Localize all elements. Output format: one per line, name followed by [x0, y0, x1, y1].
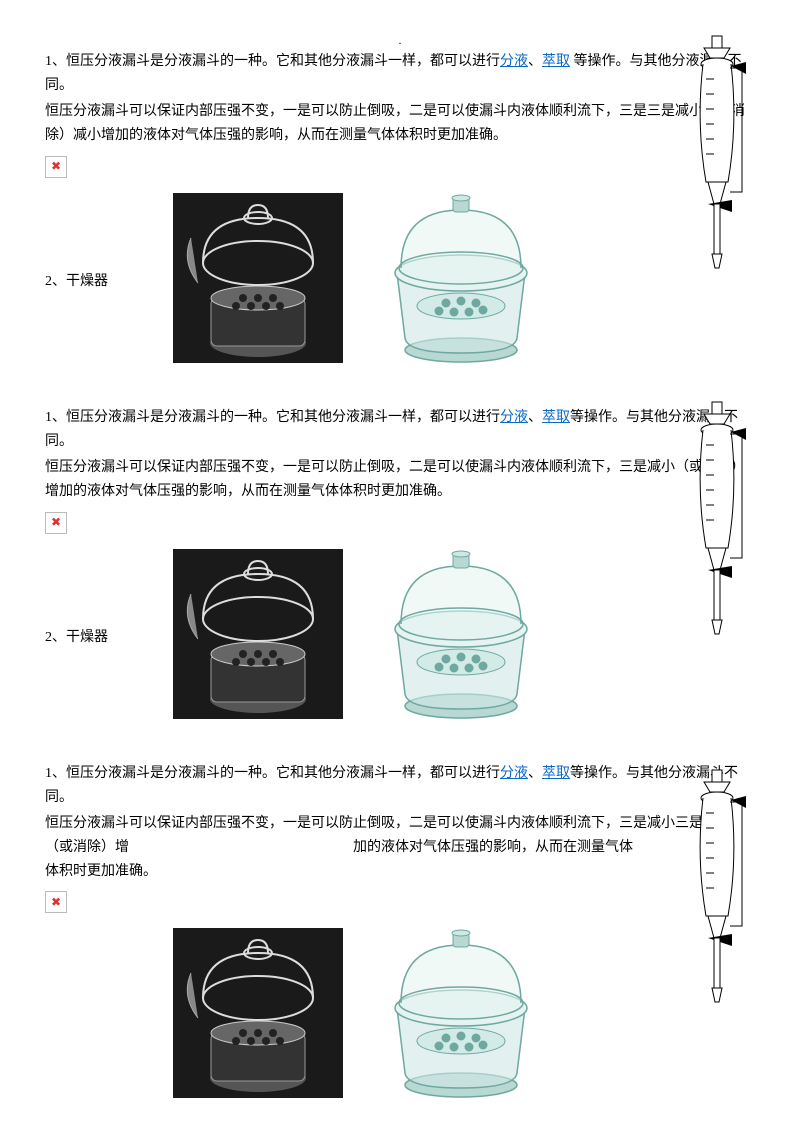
- link-cuiqu[interactable]: 萃取: [542, 766, 570, 781]
- separator: 、: [528, 766, 542, 781]
- para-1: 1、恒压分液漏斗是分液漏斗的一种。它和其他分液漏斗一样，都可以进行分液、萃取等操…: [45, 406, 755, 454]
- para-1: 1、恒压分液漏斗是分液漏斗的一种。它和其他分液漏斗一样，都可以进行分液、萃取 等…: [45, 50, 755, 98]
- desiccator-bw-image: [173, 549, 343, 728]
- separator: 、: [528, 410, 542, 425]
- broken-image-icon: ✖: [45, 156, 67, 178]
- para-2: 恒压分液漏斗可以保证内部压强不变，一是可以防止倒吸，二是可以使漏斗内液体顺利流下…: [45, 100, 755, 148]
- desiccator-glass-image: [361, 544, 561, 733]
- label-dryer: 2、干燥器: [45, 270, 155, 294]
- para-2: 恒压分液漏斗可以保证内部压强不变，一是可以防止倒吸，二是可以使漏斗内液体顺利流下…: [45, 456, 755, 504]
- desiccator-glass-image: [361, 188, 561, 377]
- link-fenye[interactable]: 分液: [500, 766, 528, 781]
- section-2: 1、恒压分液漏斗是分液漏斗的一种。它和其他分液漏斗一样，都可以进行分液、萃取等操…: [45, 406, 755, 732]
- link-fenye[interactable]: 分液: [500, 54, 528, 69]
- broken-image-icon: ✖: [45, 891, 67, 913]
- funnel-diagram-1: [684, 34, 750, 274]
- separator: 、: [528, 54, 542, 69]
- desiccator-bw-image: [173, 928, 343, 1107]
- text: 1、恒压分液漏斗是分液漏斗的一种。它和其他分液漏斗一样，都可以进行: [45, 766, 500, 781]
- text: 1、恒压分液漏斗是分液漏斗的一种。它和其他分液漏斗一样，都可以进行: [45, 410, 500, 425]
- broken-image-icon: ✖: [45, 512, 67, 534]
- para-2: 恒压分液漏斗可以保证内部压强不变，一是可以防止倒吸，二是可以使漏斗内液体顺利流下…: [45, 812, 755, 883]
- section-1: 1、恒压分液漏斗是分液漏斗的一种。它和其他分液漏斗一样，都可以进行分液、萃取 等…: [45, 50, 755, 376]
- link-cuiqu[interactable]: 萃取: [542, 54, 570, 69]
- header-dot: .: [45, 30, 755, 50]
- link-fenye[interactable]: 分液: [500, 410, 528, 425]
- label-dryer: 2、干燥器: [45, 626, 155, 650]
- funnel-diagram-2: [684, 400, 750, 640]
- link-cuiqu[interactable]: 萃取: [542, 410, 570, 425]
- image-row: 2、干燥器: [45, 544, 755, 733]
- section-3: 1、恒压分液漏斗是分液漏斗的一种。它和其他分液漏斗一样，都可以进行分液、萃取等操…: [45, 762, 755, 1112]
- desiccator-bw-image: [173, 193, 343, 372]
- funnel-diagram-3: [684, 768, 750, 1008]
- desiccator-glass-image: [361, 923, 561, 1112]
- text: 1、恒压分液漏斗是分液漏斗的一种。它和其他分液漏斗一样，都可以进行: [45, 54, 500, 69]
- para-1: 1、恒压分液漏斗是分液漏斗的一种。它和其他分液漏斗一样，都可以进行分液、萃取等操…: [45, 762, 755, 810]
- image-row: 2、干燥器: [45, 188, 755, 377]
- image-row: [45, 923, 755, 1112]
